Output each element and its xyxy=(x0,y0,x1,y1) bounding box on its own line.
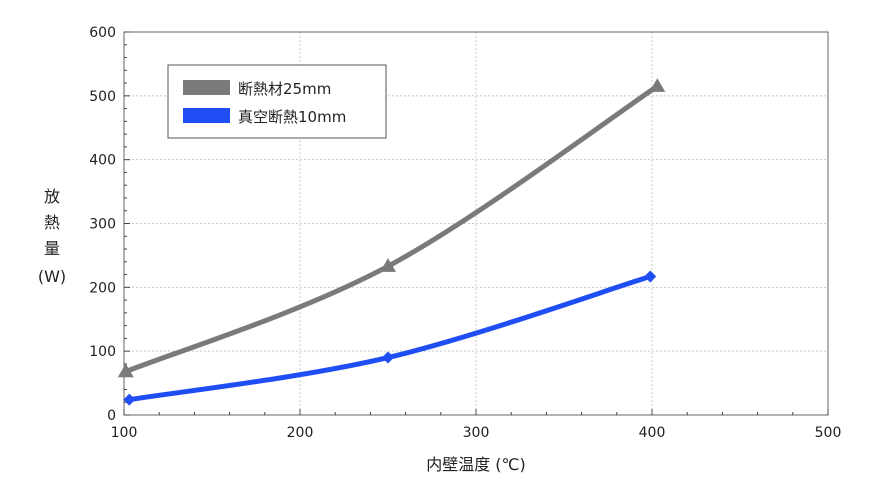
x-tick-label: 300 xyxy=(463,425,490,441)
data-point xyxy=(382,351,394,364)
data-point xyxy=(117,363,134,378)
y-tick-label: 500 xyxy=(89,89,116,105)
grid xyxy=(124,32,828,415)
y-axis-title-char-2: 熱 xyxy=(44,213,60,232)
legend-swatch-insulation-25mm xyxy=(183,80,230,95)
legend: 断熱材25mm 真空断熱10mm xyxy=(167,64,387,139)
y-axis-title: 放 熱 量 (W) xyxy=(38,187,66,286)
series-insulation-25mm xyxy=(117,78,666,378)
legend-label-vacuum-10mm: 真空断熱10mm xyxy=(238,108,346,126)
x-axis-title: 内壁温度 (℃) xyxy=(426,455,526,474)
y-tick-label: 100 xyxy=(89,344,116,360)
data-point xyxy=(644,270,657,283)
y-tick-label: 600 xyxy=(89,25,116,41)
y-tick-label: 200 xyxy=(89,280,116,296)
data-point xyxy=(380,258,396,272)
data-point xyxy=(649,78,666,92)
legend-box xyxy=(167,64,387,139)
data-point xyxy=(123,393,136,406)
x-tick-label: 100 xyxy=(111,425,138,441)
y-tick-label: 0 xyxy=(107,408,116,424)
x-tick-label: 500 xyxy=(815,425,842,441)
series xyxy=(117,78,666,406)
legend-label-insulation-25mm: 断熱材25mm xyxy=(238,80,331,98)
y-tick-label: 300 xyxy=(89,217,116,233)
y-axis-title-unit: (W) xyxy=(38,267,66,286)
x-tick-label: 400 xyxy=(639,425,666,441)
series-vacuum-10mm xyxy=(123,270,657,406)
series-line-vacuum-10mm xyxy=(126,273,653,403)
y-axis-title-char-1: 放 xyxy=(44,187,60,206)
x-tick-label: 200 xyxy=(287,425,314,441)
legend-swatch-vacuum-10mm xyxy=(183,108,230,123)
y-tick-label: 400 xyxy=(89,153,116,169)
y-axis-title-char-3: 量 xyxy=(44,239,60,258)
